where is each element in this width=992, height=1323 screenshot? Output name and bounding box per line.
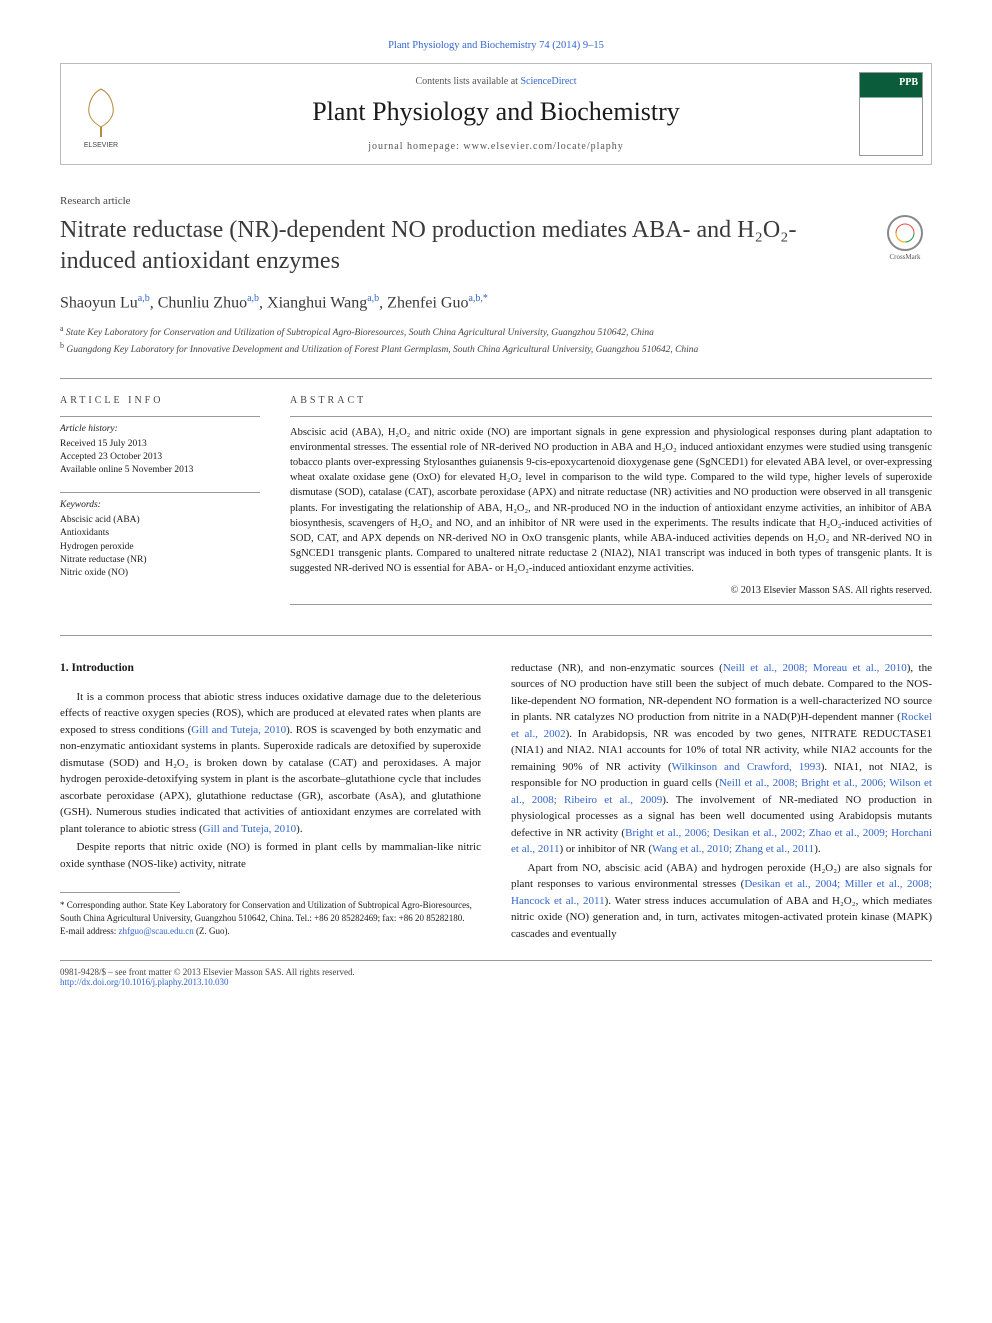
paragraph: It is a common process that abiotic stre… — [60, 689, 481, 838]
contents-available: Contents lists available at ScienceDirec… — [161, 76, 831, 87]
section-heading-intro: 1. Introduction — [60, 660, 481, 677]
paragraph: Apart from NO, abscisic acid (ABA) and h… — [511, 860, 932, 943]
received-date: Received 15 July 2013 — [60, 438, 260, 451]
author: Chunliu Zhuo — [158, 295, 247, 312]
accepted-date: Accepted 23 October 2013 — [60, 451, 260, 464]
left-column: 1. Introduction It is a common process t… — [60, 660, 481, 945]
citation-link[interactable]: Wang et al., 2010; Zhang et al., 2011 — [652, 843, 814, 855]
sciencedirect-link[interactable]: ScienceDirect — [520, 76, 576, 87]
divider — [60, 635, 932, 636]
body-two-column: 1. Introduction It is a common process t… — [60, 660, 932, 945]
publisher-logo-cell: ELSEVIER — [61, 64, 141, 164]
citation-link[interactable]: Gill and Tuteja, 2010 — [191, 724, 286, 736]
crossmark-icon — [887, 215, 923, 251]
right-column: reductase (NR), and non-enzymatic source… — [511, 660, 932, 945]
keyword: Abscisic acid (ABA) — [60, 514, 260, 527]
keyword: Hydrogen peroxide — [60, 541, 260, 554]
journal-header: ELSEVIER Contents lists available at Sci… — [60, 63, 932, 165]
citation-link[interactable]: Wilkinson and Crawford, 1993 — [672, 761, 821, 773]
keyword: Nitrate reductase (NR) — [60, 554, 260, 567]
citation-link[interactable]: Gill and Tuteja, 2010 — [203, 823, 297, 835]
doi-link[interactable]: http://dx.doi.org/10.1016/j.plaphy.2013.… — [60, 977, 229, 987]
abstract-column: ABSTRACT Abscisic acid (ABA), H₂O₂ and n… — [290, 395, 932, 605]
authors-line: Shaoyun Lua,b, Chunliu Zhuoa,b, Xianghui… — [60, 293, 932, 312]
homepage-url[interactable]: www.elsevier.com/locate/plaphy — [463, 141, 623, 152]
cover-thumbnail-cell — [851, 64, 931, 164]
footer-bar: 0981-9428/$ – see front matter © 2013 El… — [60, 960, 932, 987]
author: Zhenfei Guo — [387, 295, 468, 312]
citation-line: Plant Physiology and Biochemistry 74 (20… — [60, 40, 932, 51]
author: Shaoyun Lu — [60, 295, 138, 312]
affiliations: a State Key Laboratory for Conservation … — [60, 323, 932, 358]
abstract-heading: ABSTRACT — [290, 395, 932, 406]
citation-link[interactable]: Neill et al., 2008; Moreau et al., 2010 — [723, 662, 907, 674]
keyword: Nitric oxide (NO) — [60, 567, 260, 580]
author: Xianghui Wang — [267, 295, 367, 312]
abstract-text: Abscisic acid (ABA), H₂O₂ and nitric oxi… — [290, 425, 932, 577]
abstract-copyright: © 2013 Elsevier Masson SAS. All rights r… — [290, 585, 932, 596]
corresponding-author-footnote: * Corresponding author. State Key Labora… — [60, 899, 481, 937]
crossmark-label: CrossMark — [889, 253, 920, 261]
online-date: Available online 5 November 2013 — [60, 464, 260, 477]
history-label: Article history: — [60, 423, 260, 436]
article-type: Research article — [60, 195, 932, 207]
elsevier-text: ELSEVIER — [84, 142, 118, 149]
footnote-divider — [60, 892, 180, 893]
journal-name: Plant Physiology and Biochemistry — [161, 97, 831, 127]
issn-line: 0981-9428/$ – see front matter © 2013 El… — [60, 967, 932, 977]
paragraph: Despite reports that nitric oxide (NO) i… — [60, 839, 481, 872]
keyword: Antioxidants — [60, 527, 260, 540]
journal-cover-thumb — [859, 72, 923, 156]
elsevier-tree-logo: ELSEVIER — [71, 79, 131, 149]
journal-homepage: journal homepage: www.elsevier.com/locat… — [161, 141, 831, 152]
keywords-label: Keywords: — [60, 499, 260, 512]
article-info-column: ARTICLE INFO Article history: Received 1… — [60, 395, 260, 605]
article-title: Nitrate reductase (NR)-dependent NO prod… — [60, 215, 858, 277]
paragraph: reductase (NR), and non-enzymatic source… — [511, 660, 932, 858]
article-info-heading: ARTICLE INFO — [60, 395, 260, 406]
crossmark-badge[interactable]: CrossMark — [878, 215, 932, 269]
divider — [60, 378, 932, 379]
email-link[interactable]: zhfguo@scau.edu.cn — [118, 926, 193, 936]
